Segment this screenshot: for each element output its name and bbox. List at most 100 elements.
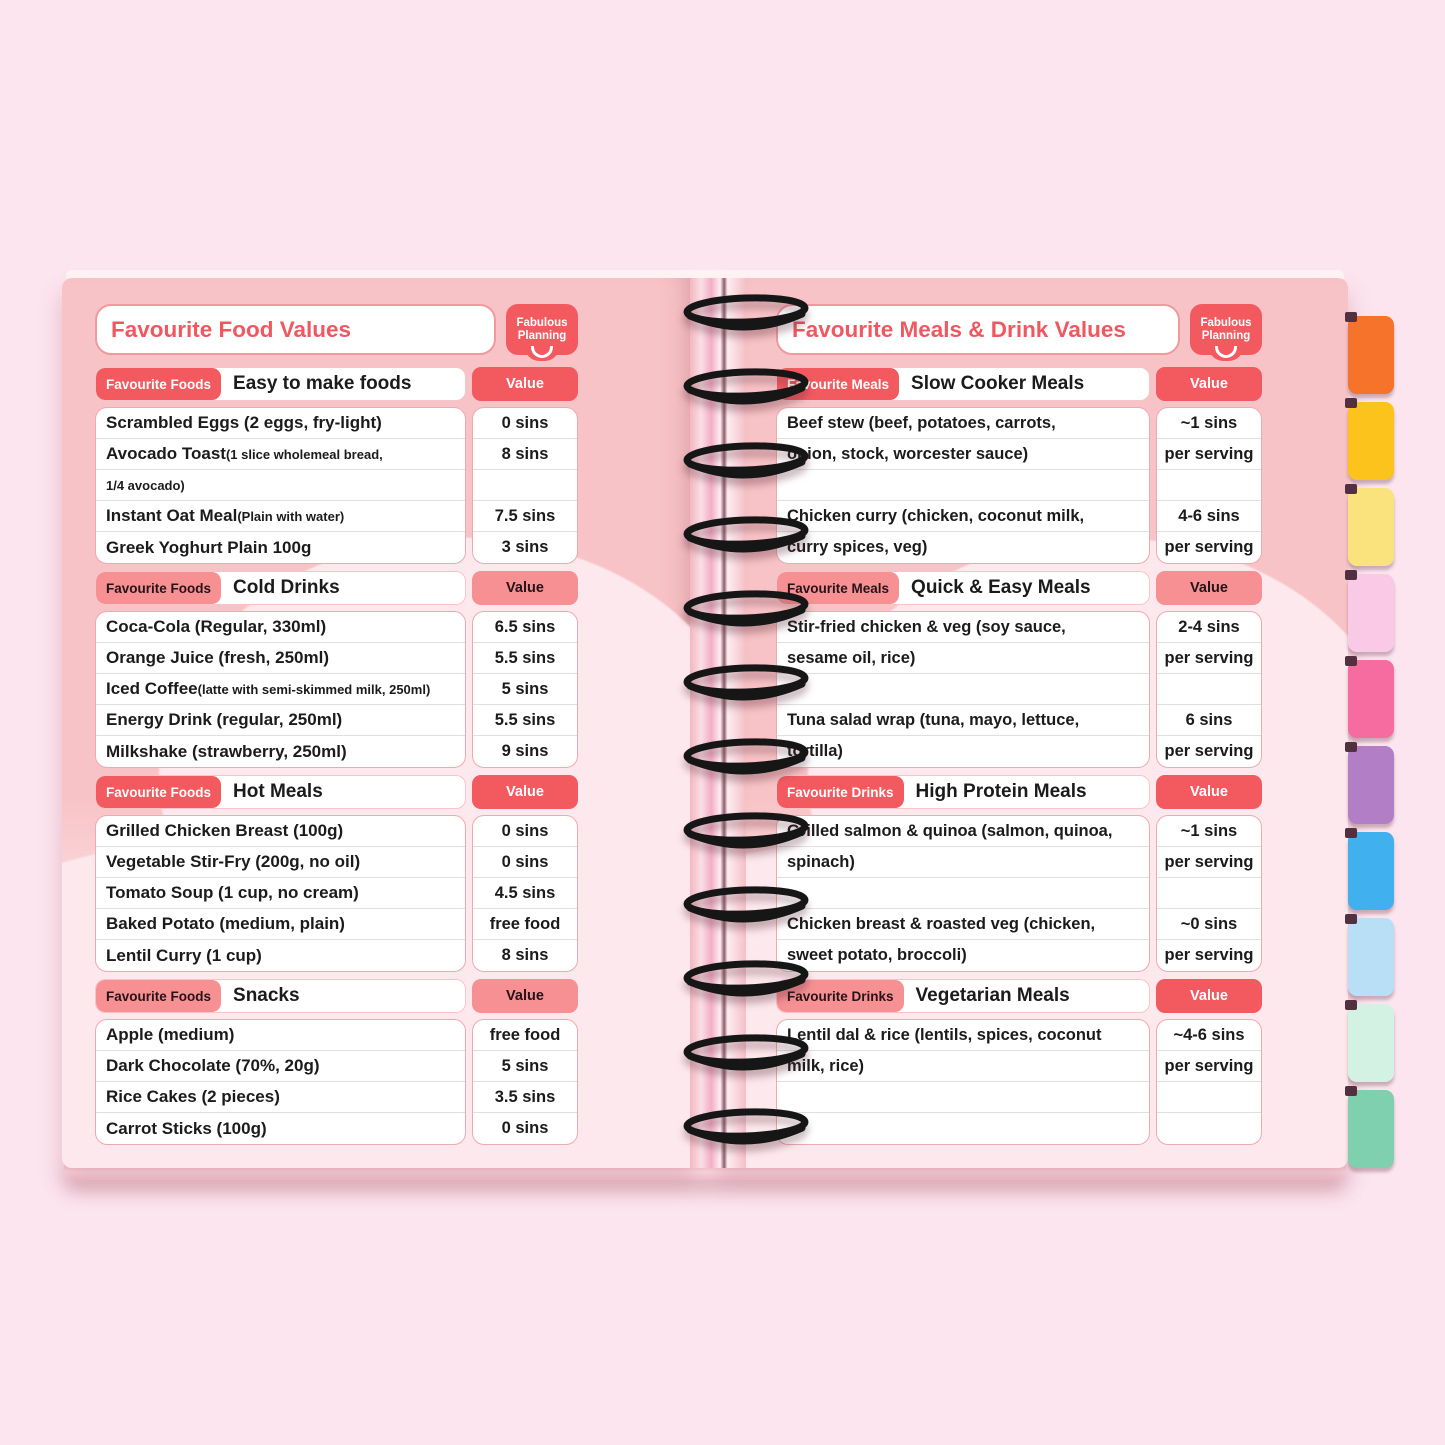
food-section: Favourite Foods Cold Drinks Value Coca-C…	[95, 571, 578, 768]
food-row: onion, stock, worcester sauce)	[777, 439, 1149, 470]
binding-coil	[676, 1034, 816, 1080]
value-list: 6.5 sins 5.5 sins 5 sins 5.5 sins 9 sins	[472, 611, 578, 768]
section-name: Slow Cooker Meals	[911, 373, 1085, 394]
logo-line1: Fabulous	[516, 316, 568, 329]
index-tab-8	[1345, 914, 1394, 996]
binding-coil	[676, 294, 816, 340]
food-row: Scrambled Eggs (2 eggs, fry-light)	[96, 408, 465, 439]
value-column-header: Value	[472, 367, 578, 401]
index-tab-6	[1345, 742, 1394, 824]
value-cell: per serving	[1164, 946, 1254, 964]
food-row-text: Stir-fried chicken & veg (soy sauce,	[787, 617, 1066, 636]
food-row-text: sesame oil, rice)	[787, 648, 916, 667]
value-cell: ~0 sins	[1157, 909, 1261, 940]
value-cell: 5.5 sins	[473, 705, 577, 736]
value-column-header: Value	[472, 979, 578, 1013]
section-badge: Favourite Foods	[96, 980, 222, 1012]
value-cell: 9 sins	[501, 742, 549, 760]
smile-icon	[1215, 346, 1237, 358]
binding-coil	[676, 664, 816, 710]
food-row-text: Lentil Curry (1 cup)	[106, 945, 262, 965]
food-section: Favourite Drinks Vegetarian Meals Value …	[776, 979, 1262, 1145]
binding-coil	[676, 442, 816, 488]
food-row: Grilled Chicken Breast (100g)	[96, 816, 465, 847]
section-name: Cold Drinks	[233, 577, 340, 598]
section-name: High Protein Meals	[915, 781, 1087, 802]
binding-coil	[676, 812, 816, 858]
value-column-header: Value	[472, 775, 578, 809]
value-cell: 5 sins	[473, 1051, 577, 1082]
value-list: ~1 sins per serving 4-6 sins per serving	[1156, 407, 1262, 564]
food-row-text: Tomato Soup (1 cup, no cream)	[106, 883, 359, 902]
logo-line1: Fabulous	[1200, 316, 1252, 329]
food-row-text: Apple (medium)	[106, 1025, 235, 1044]
value-list: 0 sins 0 sins 4.5 sins free food 8 sins	[472, 815, 578, 972]
food-row-text: Coca-Cola (Regular, 330ml)	[106, 617, 327, 636]
food-row-text: Rice Cakes (2 pieces)	[106, 1087, 280, 1106]
food-row: Tomato Soup (1 cup, no cream)	[96, 878, 465, 909]
food-list: Coca-Cola (Regular, 330ml) Orange Juice (…	[95, 611, 466, 768]
food-row: Milkshake (strawberry, 250ml)	[96, 736, 465, 767]
value-cell: per serving	[1157, 439, 1261, 470]
food-row-text: Baked Potato (medium, plain)	[106, 914, 345, 933]
section-title-box: Favourite Foods Easy to make foods	[95, 367, 466, 401]
food-row	[777, 674, 1149, 705]
food-row: Chicken breast & roasted veg (chicken,	[777, 909, 1149, 940]
food-row-text: Avocado Toast	[106, 444, 226, 463]
value-cell: 3.5 sins	[473, 1082, 577, 1113]
value-cell: 0 sins	[473, 816, 577, 847]
food-row-detail: (latte with semi-skimmed milk, 250ml)	[197, 681, 431, 697]
smile-icon	[531, 346, 553, 358]
binding-coil	[676, 960, 816, 1006]
section-badge: Favourite Drinks	[777, 776, 904, 808]
food-row: 1/4 avocado)	[96, 470, 465, 501]
section-name: Snacks	[233, 985, 300, 1006]
food-section: Favourite Drinks High Protein Meals Valu…	[776, 775, 1262, 972]
food-row	[777, 878, 1149, 909]
value-cell: per serving	[1157, 643, 1261, 674]
index-tab-9	[1345, 1000, 1394, 1082]
value-list: 2-4 sins per serving 6 sins per serving	[1156, 611, 1262, 768]
food-row-text: Tuna salad wrap (tuna, mayo, lettuce,	[787, 710, 1080, 729]
food-row-text: sweet potato, broccoli)	[787, 946, 967, 964]
binding-coil	[676, 738, 816, 784]
right-sections: Favourite Meals Slow Cooker Meals Value …	[776, 367, 1262, 1152]
value-column-header: Value	[472, 571, 578, 605]
food-list: Grilled salmon & quinoa (salmon, quinoa,…	[776, 815, 1150, 972]
food-row-detail: 1/4 avocado)	[106, 477, 185, 493]
food-row-text: Lentil dal & rice (lentils, spices, coco…	[787, 1025, 1102, 1044]
food-row: Iced Coffee (latte with semi-skimmed mil…	[96, 674, 465, 705]
value-cell: 4.5 sins	[473, 878, 577, 909]
left-sections: Favourite Foods Easy to make foods Value…	[95, 367, 578, 1152]
section-title-box: Favourite Drinks High Protein Meals	[776, 775, 1150, 809]
value-cell: 2-4 sins	[1157, 612, 1261, 643]
value-cell: per serving	[1164, 538, 1254, 556]
value-list: ~4-6 sins per serving	[1156, 1019, 1262, 1145]
page-title: Favourite Meals & Drink Values	[776, 304, 1180, 355]
value-list: 0 sins 8 sins 7.5 sins 3 sins	[472, 407, 578, 564]
value-cell: 0 sins	[501, 1119, 549, 1137]
left-page-header: Favourite Food Values Fabulous Planning	[95, 304, 578, 358]
food-row	[777, 1113, 1149, 1144]
value-cell	[1157, 1113, 1261, 1144]
food-row: Grilled salmon & quinoa (salmon, quinoa,	[777, 816, 1149, 847]
value-column-header: Value	[1156, 571, 1262, 605]
value-cell: 8 sins	[501, 946, 549, 964]
value-cell: per serving	[1157, 1051, 1261, 1082]
index-tab-4	[1345, 570, 1394, 652]
food-row: milk, rice)	[777, 1051, 1149, 1082]
food-row-detail: (Plain with water)	[237, 508, 345, 524]
value-cell	[1157, 470, 1261, 501]
left-page: Favourite Food Values Fabulous Planning …	[62, 278, 700, 1168]
food-row-text: Chicken curry (chicken, coconut milk,	[787, 506, 1085, 525]
value-cell: ~4-6 sins	[1157, 1020, 1261, 1051]
value-cell: free food	[473, 909, 577, 940]
section-badge: Favourite Foods	[96, 368, 222, 400]
section-title-box: Favourite Foods Hot Meals	[95, 775, 466, 809]
food-list: Grilled Chicken Breast (100g) Vegetable S…	[95, 815, 466, 972]
binding-coil	[676, 1108, 816, 1154]
value-column-header: Value	[1156, 979, 1262, 1013]
section-name: Hot Meals	[233, 781, 323, 802]
planner-book: Favourite Food Values Fabulous Planning …	[56, 268, 1394, 1184]
